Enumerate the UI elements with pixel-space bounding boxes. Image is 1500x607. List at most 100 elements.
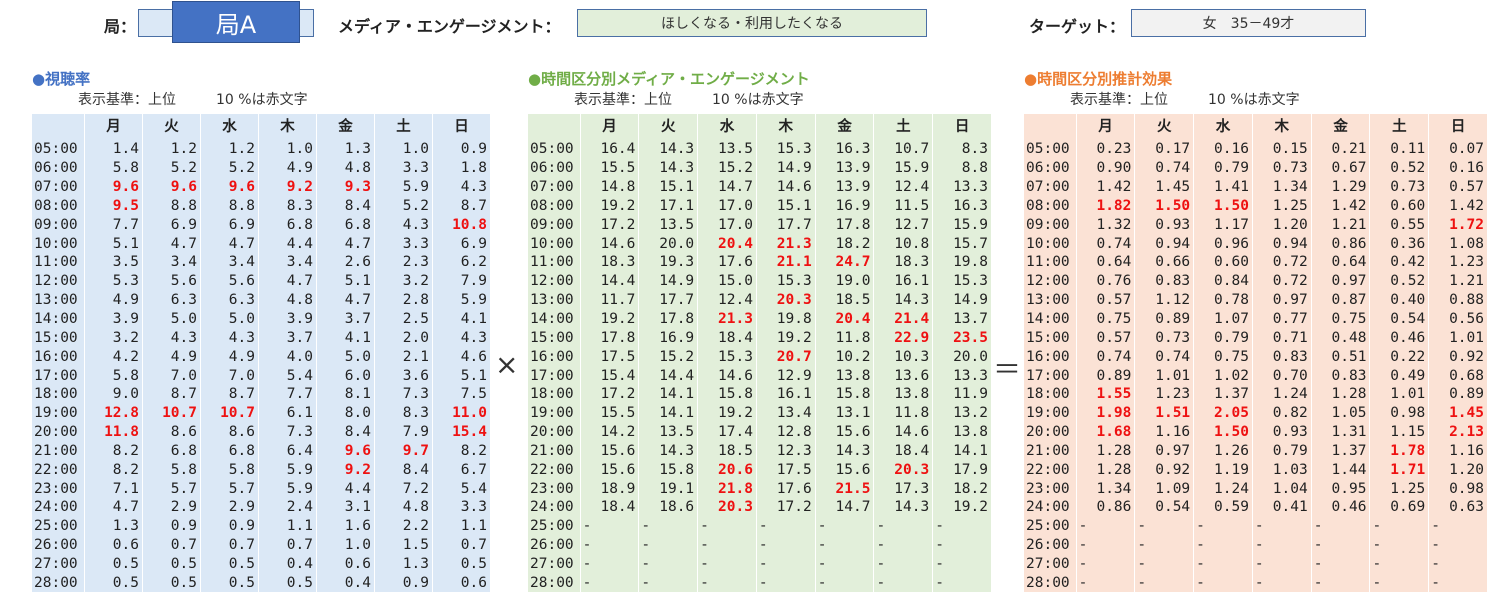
value-cell: 6.4: [258, 441, 317, 461]
time-cell: 27:00: [1024, 554, 1077, 574]
value-cell: 19.0: [815, 271, 875, 291]
value-cell: 1.20: [1252, 215, 1312, 235]
time-cell: 26:00: [528, 535, 581, 555]
value-cell: 0.5: [432, 554, 491, 574]
table-row: 08:00 1.82 1.50 1.50 1.25 1.42 0.60 1.42: [1024, 196, 1488, 216]
value-cell: -: [697, 535, 757, 555]
value-cell: 14.6: [756, 177, 816, 197]
value-cell: 1.19: [1193, 460, 1253, 480]
value-cell: 7.3: [258, 422, 317, 442]
value-cell: 8.3: [258, 196, 317, 216]
table-row: 16:00 4.2 4.9 4.9 4.0 5.0 2.1 4.6: [32, 347, 491, 367]
value-cell: -: [1252, 573, 1312, 593]
value-cell: 10.7: [142, 403, 201, 423]
time-cell: 05:00: [32, 140, 85, 159]
value-cell: 18.2: [815, 234, 875, 254]
value-cell: 16.3: [932, 196, 992, 216]
value-cell: -: [697, 516, 757, 536]
value-cell: 14.3: [873, 498, 934, 517]
table-row: 10:00 5.1 4.7 4.7 4.4 4.7 3.3 6.9: [32, 234, 491, 254]
station-value[interactable]: 局A: [172, 1, 300, 43]
time-cell: 21:00: [1024, 441, 1077, 461]
value-cell: 1.31: [1311, 422, 1371, 442]
value-cell: 15.8: [697, 384, 757, 404]
table-row: 18:00 17.2 14.1 15.8 16.1 15.8 13.8 11.9: [528, 384, 992, 404]
time-cell: 22:00: [528, 460, 581, 480]
value-cell: 21.3: [697, 309, 757, 329]
value-cell: 21.1: [756, 253, 816, 272]
value-cell: 6.8: [200, 441, 259, 461]
value-cell: 3.7: [316, 309, 375, 329]
table-row: 09:00 7.7 6.9 6.9 6.8 6.8 4.3 10.8: [32, 215, 491, 235]
value-cell: 8.0: [316, 403, 375, 423]
value-cell: 0.74: [1076, 347, 1136, 367]
section-ratings: ●視聴率 表示基準：上位 10 %は赤文字 月火水木金土日 05:00 1.4 1.2 1…: [32, 68, 496, 593]
value-cell: 1.42: [1076, 177, 1136, 197]
value-cell: 1.21: [1428, 271, 1488, 291]
value-cell: 17.9: [932, 460, 992, 480]
value-cell: 5.9: [258, 479, 317, 499]
time-cell: 19:00: [32, 403, 85, 423]
value-cell: 18.5: [697, 441, 757, 461]
value-cell: 11.8: [84, 422, 143, 442]
value-cell: 1.68: [1076, 422, 1136, 442]
table-row: 11:00 3.5 3.4 3.4 3.4 2.6 2.3 6.2: [32, 253, 491, 272]
value-cell: 1.78: [1369, 441, 1430, 461]
value-cell: 1.3: [374, 554, 433, 574]
value-cell: -: [1428, 554, 1488, 574]
table-row: 19:00 15.5 14.1 19.2 13.4 13.1 11.8 13.2: [528, 403, 992, 423]
section-subtitle: 表示基準：上位 10 %は赤文字: [78, 90, 496, 110]
value-cell: 1.2: [142, 140, 201, 159]
value-cell: -: [756, 535, 816, 555]
value-cell: 4.6: [432, 347, 491, 367]
value-cell: 0.86: [1311, 234, 1371, 254]
value-cell: 0.97: [1252, 290, 1312, 310]
value-cell: 0.57: [1076, 328, 1136, 348]
time-cell: 07:00: [1024, 177, 1077, 197]
time-cell: 24:00: [32, 498, 85, 517]
day-header: 木: [258, 114, 317, 140]
time-cell: 28:00: [32, 573, 85, 593]
table-row: 07:00 14.8 15.1 14.7 14.6 13.9 12.4 13.3: [528, 177, 992, 197]
engagement-table: 月火水木金土日 05:00 16.4 14.3 13.5 15.3 16.3 10.7 8.3 0…: [528, 114, 992, 593]
table-row: 05:00 1.4 1.2 1.2 1.0 1.3 1.0 0.9: [32, 140, 491, 159]
value-cell: 1.0: [316, 535, 375, 555]
table-row: 26:00 0.6 0.7 0.7 0.7 1.0 1.5 0.7: [32, 535, 491, 555]
value-cell: 15.4: [580, 366, 640, 385]
value-cell: 8.8: [142, 196, 201, 216]
display-basis-label: 表示基準：上位: [78, 92, 176, 108]
value-cell: 3.2: [374, 271, 433, 291]
value-cell: -: [932, 573, 992, 593]
table-row: 20:00 11.8 8.6 8.6 7.3 8.4 7.9 15.4: [32, 422, 491, 442]
value-cell: 17.4: [697, 422, 757, 442]
target-field[interactable]: 女 35－49才: [1131, 9, 1366, 37]
day-header: 水: [200, 114, 259, 140]
time-cell: 11:00: [32, 253, 85, 272]
value-cell: 20.3: [756, 290, 816, 310]
value-cell: -: [1369, 516, 1430, 536]
value-cell: 3.2: [84, 328, 143, 348]
value-cell: -: [697, 573, 757, 593]
table-row: 15:00 0.57 0.73 0.79 0.71 0.48 0.46 1.01: [1024, 328, 1488, 348]
value-cell: -: [580, 554, 640, 574]
value-cell: 14.7: [697, 177, 757, 197]
media-engagement-field[interactable]: ほしくなる・利用したくなる: [577, 9, 927, 37]
value-cell: 2.05: [1193, 403, 1253, 423]
value-cell: 2.0: [374, 328, 433, 348]
value-cell: 13.8: [873, 384, 934, 404]
value-cell: 13.3: [932, 177, 992, 197]
table-row: 16:00 17.5 15.2 15.3 20.7 10.2 10.3 20.0: [528, 347, 992, 367]
value-cell: 1.1: [432, 516, 491, 536]
value-cell: 2.5: [374, 309, 433, 329]
threshold-label: 10 %は赤文字: [1208, 92, 1300, 108]
value-cell: 0.5: [142, 554, 201, 574]
value-cell: 1.23: [1428, 253, 1488, 272]
value-cell: -: [638, 554, 699, 574]
value-cell: 24.7: [815, 253, 875, 272]
value-cell: 15.0: [697, 271, 757, 291]
day-header: 日: [932, 114, 992, 140]
value-cell: 13.8: [932, 422, 992, 442]
time-cell: 23:00: [528, 479, 581, 499]
value-cell: 4.7: [316, 290, 375, 310]
value-cell: 10.7: [873, 140, 934, 159]
